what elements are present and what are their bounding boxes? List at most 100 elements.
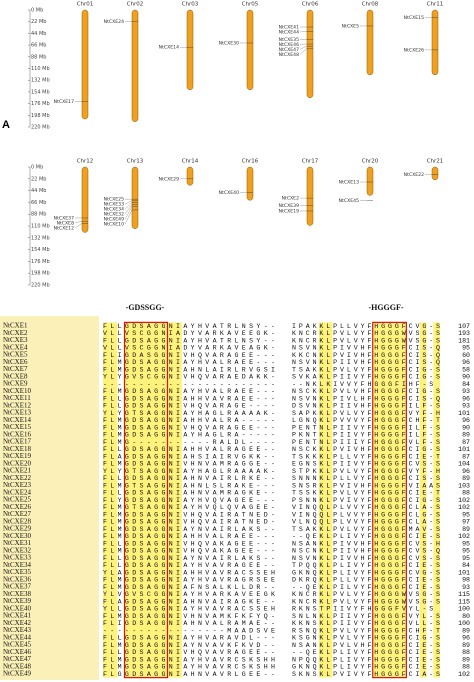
sequence-name: NtCXE25: [3, 496, 32, 504]
sequence-left: YLYGVSCGGNIVHQVARAEDAKK-: [103, 374, 275, 381]
sequence-right: SNLNKLPIIVYFHGGGFVYL-S: [292, 613, 440, 620]
axis-tick-label: 44 Mb: [31, 31, 46, 37]
sequence-name: NtCXE19: [3, 452, 32, 460]
sequence-name: NtCXE31: [3, 539, 32, 547]
sequence-right: KNCRKLPVLVYFHGGGWVSG-S: [292, 598, 440, 605]
chromosome: [366, 9, 374, 76]
sequence-left: FLMGDSAGGNIVHQVAKAGEE---: [103, 548, 275, 555]
gene-label: NtCXE44: [279, 30, 299, 36]
gene-label: NtCXE37: [54, 215, 74, 221]
sequence-name: NtCXE22: [3, 474, 32, 482]
axis-tick-label: 66 Mb: [31, 43, 46, 49]
motif-label: -HGGGF-: [368, 303, 403, 312]
sequence-length: 88: [462, 490, 470, 497]
chromosome-name: Chr08: [362, 2, 379, 8]
conserved-column: [419, 322, 427, 678]
chromosome-name: Chr17: [302, 159, 319, 165]
sequence-name: NtCXE48: [3, 662, 32, 670]
gene-label: NtCXE46: [279, 42, 299, 48]
sequence-right: NSANKLPVLVHFHGGGFCIE-S: [292, 642, 440, 649]
axis-tick-label: 22 Mb: [31, 176, 46, 182]
sequence-name: NtCXE9: [3, 380, 28, 388]
sequence-left: FLAGDSAGGNIAHNVAIRAGKE--: [103, 598, 275, 605]
sequence-right: KKNSKLPIIVYFHGGGFVLL-S: [292, 620, 440, 627]
sequence-left: FLMGDSAGGNIAYNVAVKFKVD--: [103, 642, 275, 649]
sequence-length: 58: [462, 366, 470, 373]
gene-label: NtCXE26: [404, 47, 424, 53]
gene-connector: [74, 221, 83, 224]
sequence-right: NSVNKLPIIVHFHGGGFCIS-Q: [292, 359, 440, 366]
sequence-right: TPQQKLPLIVYFHGGGFCIE-S: [292, 562, 440, 569]
axis-tick-label: 154 Mb: [31, 247, 50, 253]
sequence-left: FLLGDSAGGNIAYHVATRLNSY--: [103, 323, 275, 330]
gene-label: NtCXE14: [159, 45, 179, 51]
chromosome-name: Chr06: [302, 2, 319, 8]
sequence-right: NSANKLPIVVHFHGGGFCVS-H: [292, 540, 440, 547]
chromosome: [306, 166, 314, 226]
gene-connector: [124, 209, 133, 225]
gene-label: NtCXE33: [104, 202, 124, 208]
sequence-left: FLLGDSAGGNIAHNVAMRAGKE--: [103, 490, 275, 497]
sequence-name: NtCXE17: [3, 438, 32, 446]
sequence-left: FLMGDSAGGNIVHNVAMKFKFYQ-: [103, 613, 275, 620]
sequence-length: 101: [458, 410, 470, 417]
sequence-length: 96: [462, 417, 470, 424]
axis-tick-label: 176 Mb: [31, 259, 50, 265]
sequence-left: FLMGDSAGGNIAYHAGLRA-----: [103, 432, 275, 439]
conserved-column: [138, 322, 146, 678]
sequence-length: 93: [462, 388, 470, 395]
sequence-left: FLLGDSAGGNIVHQVAVRAGEE--: [103, 649, 275, 656]
sequence-right: LGNQKLPVVVYFHGGGFCHF-T: [292, 417, 440, 424]
sequence-length: 93: [462, 584, 470, 591]
sequence-name: NtCXE8: [3, 372, 28, 380]
axis-tick-label: 220 Mb: [31, 125, 50, 131]
sequence-left: YLLGDSAGGNIAYHVAVRACSSEH: [103, 606, 275, 613]
gene-connector: [299, 31, 308, 33]
axis-tick-label: 66 Mb: [31, 200, 46, 206]
motif-box: [123, 321, 169, 679]
chromosome-name: Chr12: [77, 159, 94, 165]
sequence-length: 89: [462, 627, 470, 634]
sequence-right: NSVNKLPIVVHFHGGGFCVS-S: [292, 555, 440, 562]
sequence-name: NtCXE45: [3, 641, 32, 649]
conserved-column: [174, 322, 182, 678]
sequence-left: FLLGDSAGGNIVHQVAKAGEE---: [103, 540, 275, 547]
chromosome-name: Chr14: [182, 159, 199, 165]
sequence-right: NPQQKLPLIVYFHGGGFCIE-S: [292, 656, 440, 663]
chromosome-name: Chr13: [127, 159, 144, 165]
sequence-left: ------------------------: [103, 381, 275, 388]
sequence-name: NtCXE10: [3, 387, 32, 395]
gene-label: NtCXE34: [104, 207, 124, 213]
chromosome: [431, 166, 439, 181]
sequence-right: RKNSTPIIVYFHGGGFVYL-S: [292, 606, 433, 613]
sequence-right: PKNTKLPIIVYFHGGGFILF-S: [292, 432, 440, 439]
motif-box: [372, 321, 407, 679]
sequence-left: FLMGDSAGGNIAHHVALRAEE---: [103, 533, 275, 540]
sequence-left: FLMGDSAGGNIAHHVALRA-----: [103, 417, 275, 424]
sequence-left: FLMGDSAGGNIVHQVAIRATNED-: [103, 511, 275, 518]
axis-tick-label: 132 Mb: [31, 235, 50, 241]
gene-label: NtCXE41: [279, 25, 299, 31]
sequence-length: 89: [462, 432, 470, 439]
sequence-left: FLLGDSAGGNIAHHVAVRAEE---: [103, 395, 275, 402]
gene-connector: [124, 202, 133, 210]
gene-label: NtCXE2: [282, 196, 299, 202]
axis-tick-label: 88 Mb: [31, 54, 46, 60]
chromosome-name: Chr20: [362, 159, 379, 165]
sequence-left: FLMGTSAGGNIAYHVQLQVAGEE-: [103, 504, 275, 511]
sequence-length: 181: [458, 337, 470, 344]
conserved-column: [318, 322, 326, 678]
sequence-name: NtCXE26: [3, 503, 32, 511]
sequence-name: NtCXE4: [3, 343, 28, 351]
sequence-length: 115: [458, 598, 470, 605]
gene-connector: [299, 46, 308, 50]
gene-label: NtCXE49: [104, 217, 124, 223]
gene-connector: [124, 204, 133, 215]
chromosome-name: Chr11: [427, 2, 444, 8]
sequence-length: 95: [462, 555, 470, 562]
sequence-length: 95: [462, 511, 470, 518]
sequence-left: FLLGDSAGGNIAYNVAIRLAKS--: [103, 555, 275, 562]
sequence-length: 89: [462, 656, 470, 663]
chromosome-name: Chr21: [427, 159, 444, 165]
